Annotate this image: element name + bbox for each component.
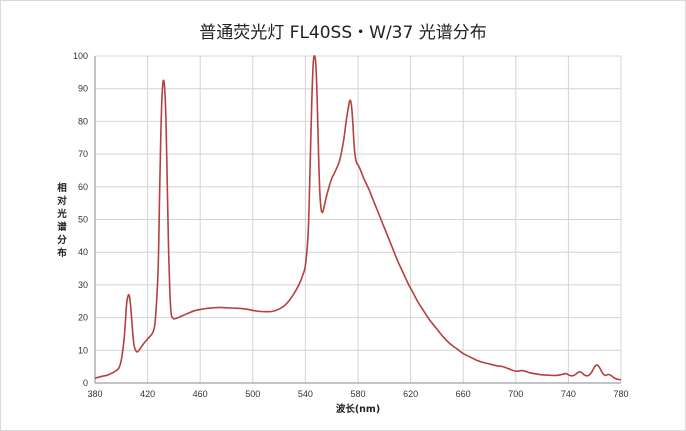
y-tick-label: 70	[78, 149, 88, 159]
y-tick-label: 90	[78, 84, 88, 94]
x-tick-label: 780	[613, 389, 628, 399]
x-tick-label: 460	[193, 389, 208, 399]
x-tick-label: 660	[456, 389, 471, 399]
y-tick-label: 20	[78, 313, 88, 323]
y-axis-label-char: 布	[56, 247, 67, 259]
y-tick-label: 100	[73, 51, 88, 61]
y-tick-label: 50	[78, 215, 88, 225]
x-tick-label: 700	[508, 389, 523, 399]
series-layer	[94, 55, 622, 381]
y-tick-label: 80	[78, 116, 88, 126]
x-tick-label: 380	[87, 389, 102, 399]
x-tick-label: 620	[403, 389, 418, 399]
tick-layer: 0 10 20 30 40 50 60 70 80 90 100 380 420 460 500 540 580…	[73, 51, 629, 399]
y-axis-label-char: 对	[57, 195, 67, 207]
y-tick-label: 40	[78, 247, 88, 257]
y-axis-label-char: 分	[57, 234, 67, 246]
y-tick-label: 60	[78, 182, 88, 192]
x-tick-label: 500	[245, 389, 260, 399]
y-tick-label: 30	[78, 280, 88, 290]
y-axis-label-char: 相	[57, 182, 67, 194]
x-axis-label: 波长(nm)	[336, 403, 380, 415]
y-axis-label-char: 谱	[57, 221, 67, 233]
y-tick-label: 10	[78, 345, 88, 355]
y-tick-label: 0	[83, 378, 88, 388]
x-tick-label: 740	[561, 389, 576, 399]
series-line	[94, 55, 622, 381]
grid-layer	[95, 55, 622, 383]
axis-layer	[94, 56, 621, 384]
x-tick-label: 540	[298, 389, 313, 399]
x-tick-label: 420	[140, 389, 155, 399]
chart-title: 普通荧光灯 FL40SS・W/37 光谱分布	[199, 23, 486, 43]
x-tick-label: 580	[350, 389, 365, 399]
y-axis-label-char: 光	[56, 208, 67, 220]
